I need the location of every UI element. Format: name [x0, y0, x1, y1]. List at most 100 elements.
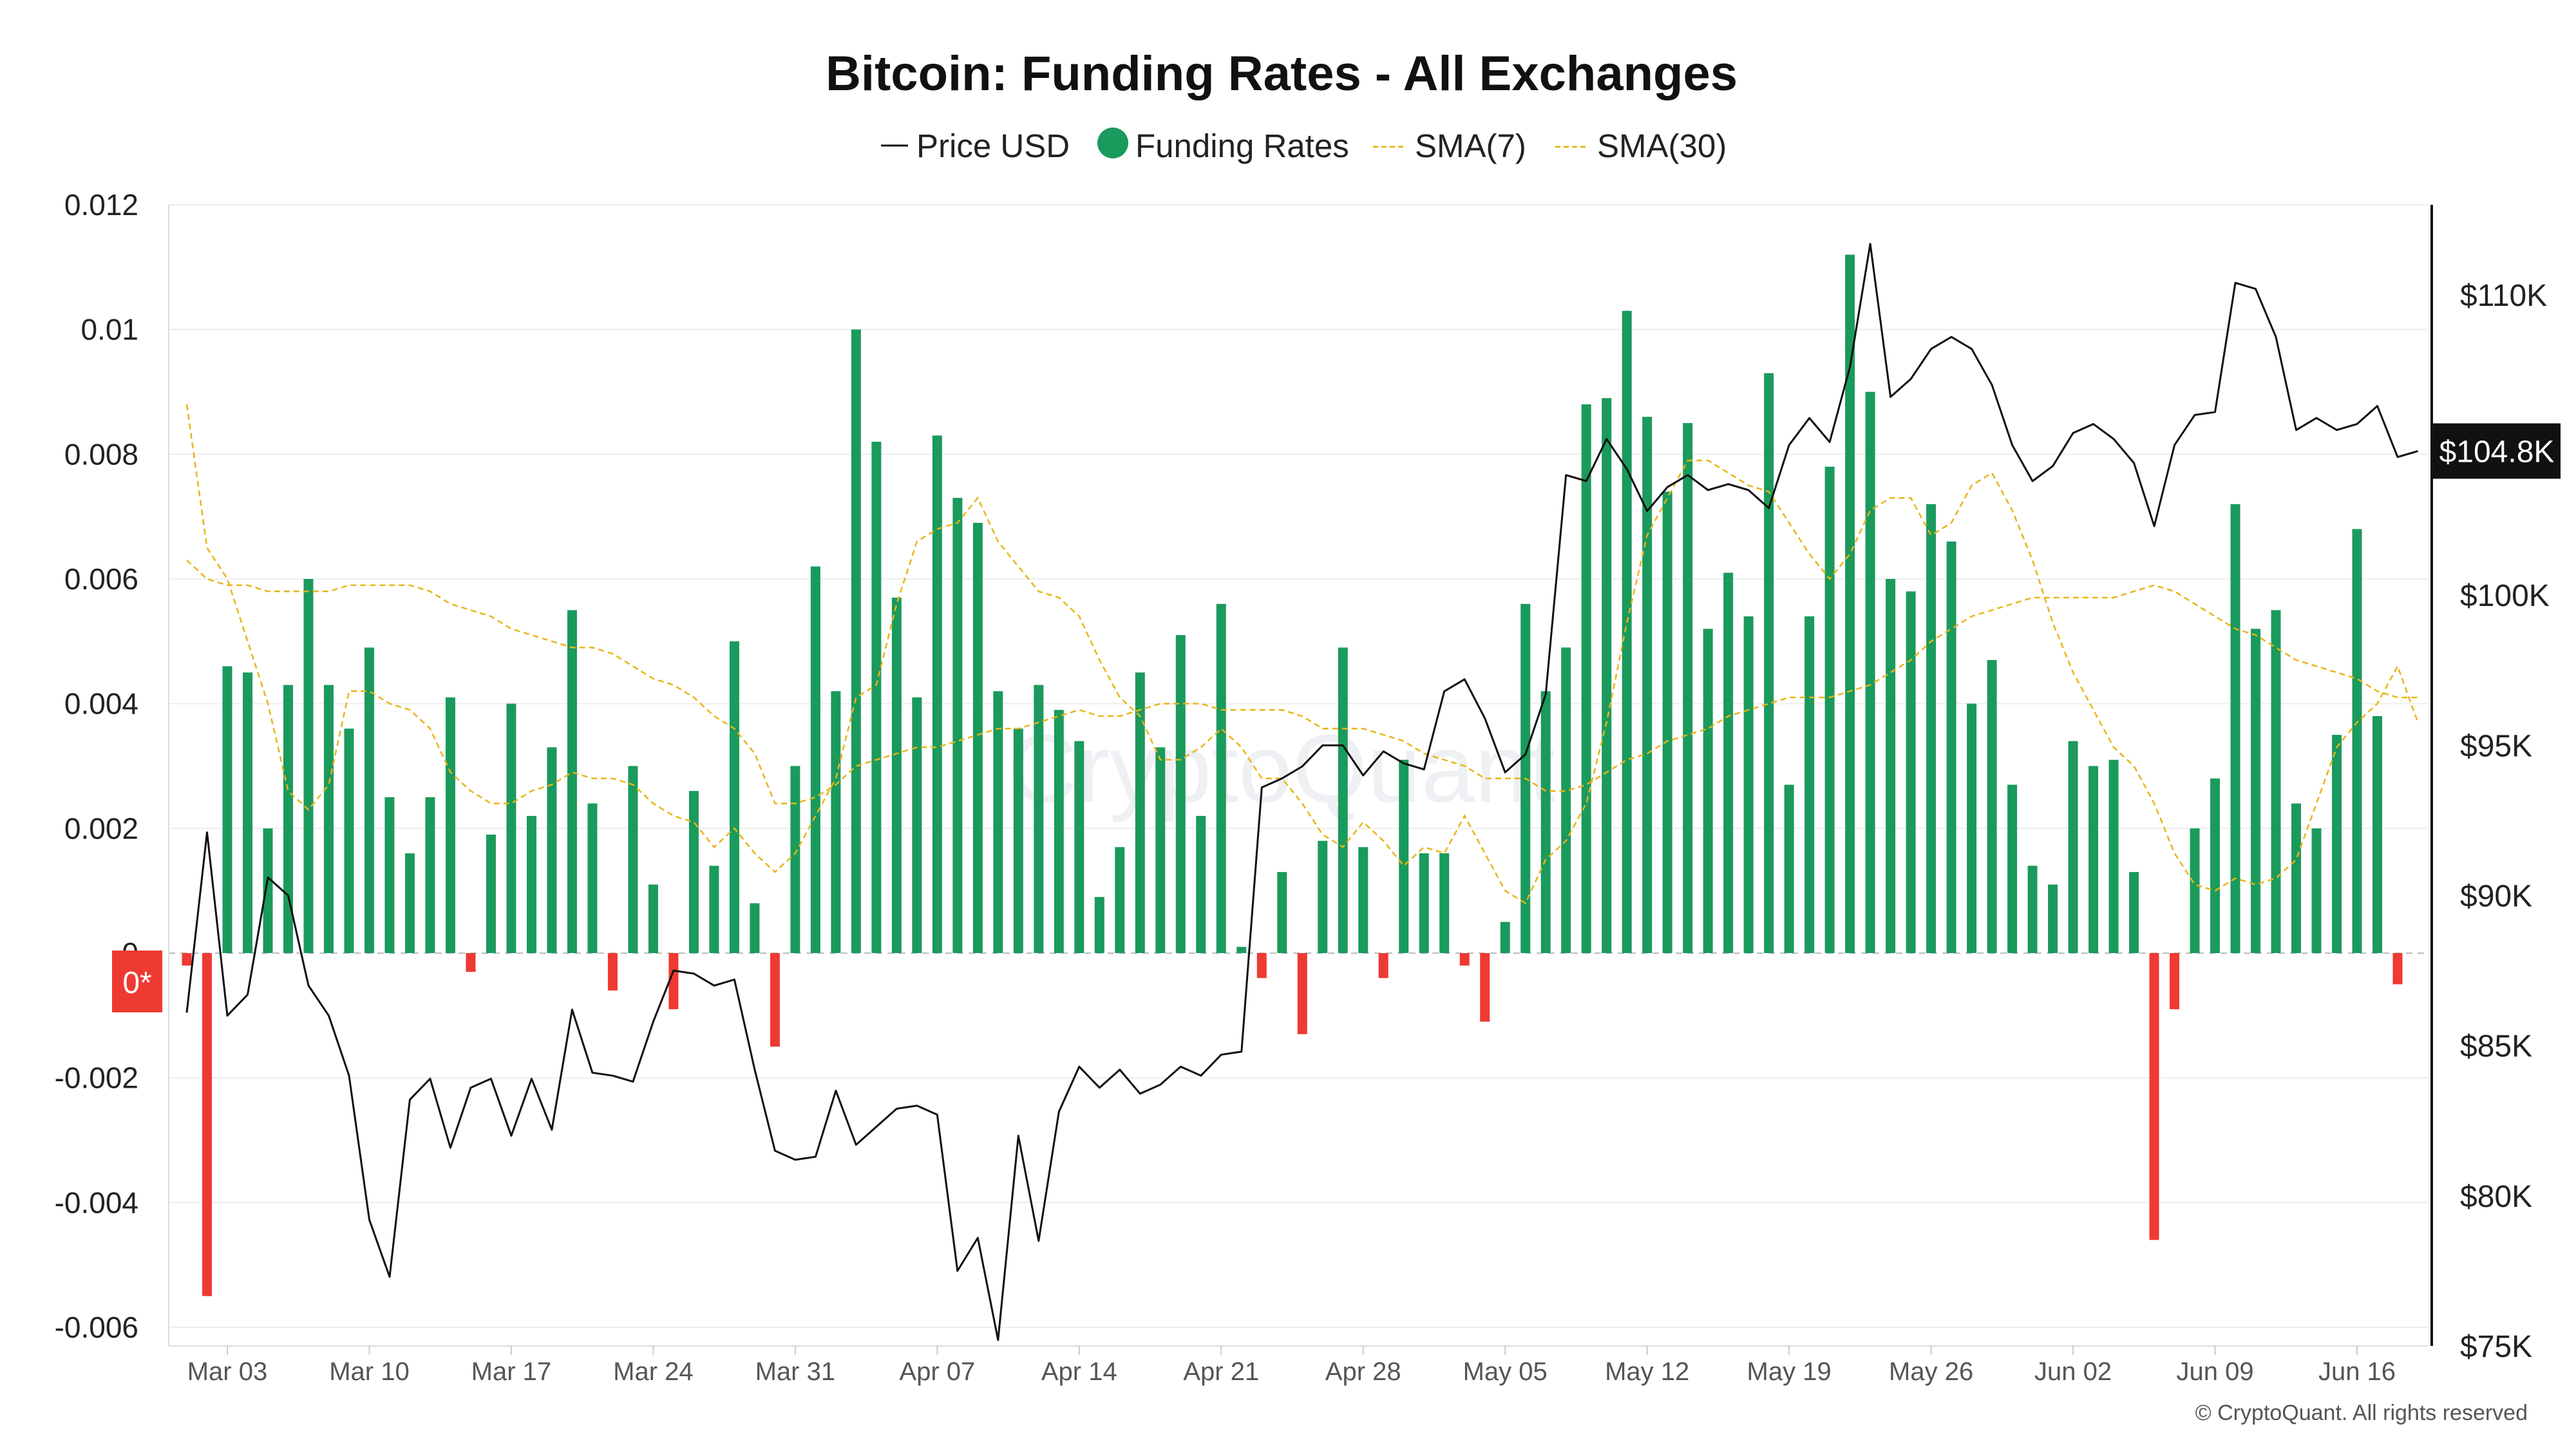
funding-rate-bar [2251, 629, 2261, 953]
funding-rate-bar [1886, 578, 1896, 953]
funding-rate-bars [182, 254, 2403, 1296]
funding-rate-bar [2027, 866, 2038, 953]
left-tick-label: -0.002 [55, 1061, 138, 1095]
left-tick-label: 0.008 [64, 437, 138, 471]
x-tick-label: Jun 09 [2176, 1358, 2253, 1386]
funding-rate-bar [1926, 504, 1937, 953]
funding-rate-bar [2210, 778, 2221, 953]
funding-rate-bar [1115, 847, 1125, 953]
funding-rate-bar [1683, 422, 1693, 953]
price-badge: $104.8K [2433, 423, 2561, 479]
funding-rate-bar [1135, 672, 1145, 953]
funding-rate-bar [750, 903, 760, 953]
funding-rate-bar [1845, 254, 1855, 953]
right-axis: $110K $100K $95K $90K $85K $80K $75K [2430, 205, 2550, 1364]
left-axis: 0.0120.010.0080.0060.0040.0020-0.002-0.0… [55, 188, 169, 1346]
funding-rate-bar [466, 952, 476, 972]
funding-rate-bar [1399, 759, 1409, 953]
left-tick-label: 0.012 [64, 188, 138, 222]
funding-rate-bar [2068, 741, 2078, 953]
left-tick-label: -0.004 [55, 1186, 138, 1219]
funding-rate-bar [810, 566, 820, 953]
funding-rate-bar [2170, 952, 2180, 1010]
left-tick-label: 0.01 [80, 313, 138, 346]
funding-rate-bar [912, 697, 922, 953]
funding-rate-bar [425, 797, 435, 953]
funding-rate-bar [283, 685, 293, 953]
funding-rate-bar [628, 766, 638, 953]
funding-rate-bar [1865, 392, 1875, 953]
funding-rate-bar [770, 952, 780, 1047]
watermark: CryptoQuant [1008, 714, 1555, 822]
funding-rate-bar [2332, 735, 2342, 953]
funding-rate-bar [1034, 685, 1044, 953]
price-badge-label: $104.8K [2439, 435, 2555, 469]
x-tick-label: Mar 17 [471, 1358, 552, 1386]
funding-rate-bar [1419, 853, 1429, 953]
funding-rate-bar [1602, 398, 1612, 953]
price-line [185, 243, 2418, 1341]
funding-rate-bar [2311, 828, 2322, 953]
funding-rate-bar [790, 766, 800, 953]
legend-item-sma30[interactable]: SMA(30) [1555, 128, 1727, 164]
funding-rate-bar [1013, 728, 1023, 953]
funding-rate-bar [1743, 616, 1754, 953]
funding-rate-bar [1297, 952, 1307, 1034]
funding-rate-bar [709, 866, 719, 953]
funding-rate-bar [1824, 466, 1835, 953]
funding-rate-bar [323, 685, 334, 953]
funding-rate-bar [1378, 952, 1388, 978]
right-tick-label: $85K [2460, 1030, 2532, 1064]
legend-item-sma7[interactable]: SMA(7) [1373, 128, 1526, 164]
funding-rate-bar [1480, 952, 1490, 1022]
funding-rate-bar [1094, 896, 1104, 953]
funding-rate-bar [1196, 815, 1206, 953]
funding-rate-bar [993, 691, 1003, 953]
funding-rate-bar [1540, 691, 1551, 953]
funding-rate-bar [242, 672, 252, 953]
x-tick-label: Jun 02 [2034, 1358, 2112, 1386]
right-tick-label: $95K [2460, 729, 2532, 763]
x-tick-label: Mar 24 [613, 1358, 694, 1386]
funding-rate-bar [1784, 784, 1794, 953]
x-tick-label: Apr 28 [1325, 1358, 1401, 1386]
x-tick-label: May 19 [1747, 1358, 1832, 1386]
legend-item-price[interactable]: Price USD [881, 128, 1070, 164]
right-tick-label: $90K [2460, 880, 2532, 914]
x-tick-label: Jun 16 [2318, 1358, 2396, 1386]
funding-rate-bar [1439, 853, 1450, 953]
funding-rate-bar [1987, 659, 1997, 953]
funding-rate-bar [2007, 784, 2018, 953]
legend-swatch-funding [1097, 128, 1128, 158]
funding-rate-bar [2271, 610, 2281, 953]
x-axis: Mar 03 Mar 10 Mar 17 Mar 24 Mar 31 Apr 07 Apr … [169, 1345, 2428, 1386]
funding-rate-bar [891, 598, 902, 953]
x-tick-label: Apr 14 [1041, 1358, 1117, 1386]
x-tick-label: Mar 03 [187, 1358, 268, 1386]
funding-rate-bar [1318, 840, 1328, 953]
funding-rate-bar [648, 884, 658, 953]
x-tick-label: Apr 07 [899, 1358, 975, 1386]
funding-rate-bar [2129, 872, 2139, 953]
x-tick-label: May 05 [1463, 1358, 1548, 1386]
legend: Price USD Funding Rates SMA(7) SMA(30) [881, 128, 1727, 164]
funding-rate-bar [344, 728, 354, 953]
funding-rate-bar [263, 828, 273, 953]
funding-rate-bar [303, 578, 314, 953]
funding-rate-bar [2291, 803, 2302, 953]
series-lines [185, 243, 2419, 1341]
funding-rate-bar [486, 834, 496, 953]
zero-badge: 0* [112, 950, 162, 1012]
zero-badge-bg [112, 950, 162, 1012]
funding-rate-bar [2190, 828, 2200, 953]
funding-rate-bar [851, 329, 861, 953]
funding-rate-bar [871, 441, 882, 953]
funding-rate-bar [2392, 952, 2403, 985]
legend-item-funding[interactable]: Funding Rates [1097, 128, 1349, 164]
funding-rate-bar [1622, 310, 1632, 953]
x-tick-label: May 12 [1605, 1358, 1689, 1386]
funding-rate-bar [2352, 529, 2362, 953]
funding-rate-bar [1338, 647, 1348, 953]
funding-rate-bar [1581, 404, 1591, 953]
funding-rate-bar [1561, 647, 1571, 953]
